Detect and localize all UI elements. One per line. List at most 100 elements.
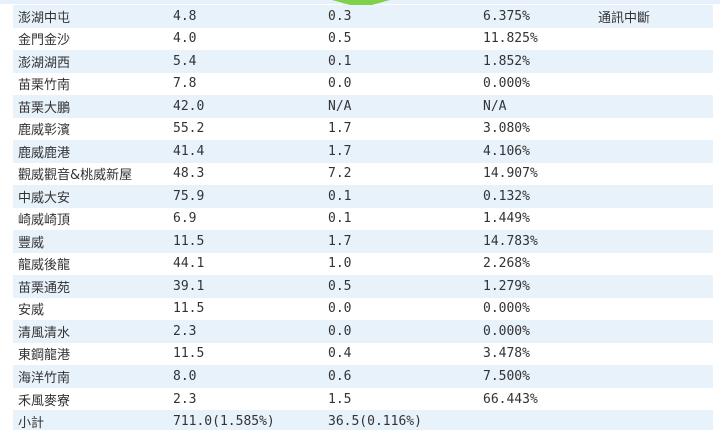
row-name-cell: 澎湖中屯 bbox=[13, 5, 168, 28]
row-name-cell: 安威 bbox=[13, 297, 168, 321]
row-note-cell bbox=[593, 230, 713, 253]
row-output-cell: 0.1 bbox=[323, 50, 478, 73]
row-percent-cell: 3.478% bbox=[478, 342, 593, 366]
row-name-cell: 清風清水 bbox=[13, 320, 168, 343]
row-output-cell: 0.1 bbox=[323, 207, 478, 231]
row-output-cell: 0.6 bbox=[323, 365, 478, 388]
table-row: 鹿威鹿港 41.4 1.7 4.106% bbox=[13, 140, 713, 163]
row-note-cell bbox=[593, 27, 713, 51]
row-capacity-cell: 7.8 bbox=[168, 72, 323, 96]
power-data-table: 澎湖中屯 4.8 0.3 6.375% 通訊中斷 金門金沙 4.0 0.5 11.825% 澎湖湖… bbox=[13, 5, 713, 430]
row-note-cell bbox=[593, 95, 713, 118]
row-capacity-cell: 48.3 bbox=[168, 162, 323, 186]
row-capacity-cell: 8.0 bbox=[168, 365, 323, 388]
row-note-cell bbox=[593, 185, 713, 208]
table-row: 小計 711.0(1.585%) 36.5(0.116%) bbox=[13, 410, 713, 430]
row-note-cell bbox=[593, 162, 713, 186]
row-output-cell: 0.0 bbox=[323, 297, 478, 321]
row-capacity-cell: 44.1 bbox=[168, 252, 323, 276]
table-row: 苗栗大鵬 42.0 N/A N/A bbox=[13, 95, 713, 118]
row-output-cell: 0.1 bbox=[323, 185, 478, 208]
row-capacity-cell: 75.9 bbox=[168, 185, 323, 208]
row-name-cell: 鹿威鹿港 bbox=[13, 140, 168, 163]
row-name-cell: 苗栗通苑 bbox=[13, 275, 168, 298]
table-row: 安威 11.5 0.0 0.000% bbox=[13, 297, 713, 321]
row-percent-cell: 14.907% bbox=[478, 162, 593, 186]
row-output-cell: 1.5 bbox=[323, 387, 478, 411]
row-percent-cell: 7.500% bbox=[478, 365, 593, 388]
row-percent-cell: 0.000% bbox=[478, 320, 593, 343]
row-note-cell bbox=[593, 207, 713, 231]
table-row: 觀威觀音&桃威新屋 48.3 7.2 14.907% bbox=[13, 162, 713, 186]
triangle-down-icon[interactable] bbox=[332, 0, 390, 8]
row-name-cell: 海洋竹南 bbox=[13, 365, 168, 388]
row-percent-cell: 66.443% bbox=[478, 387, 593, 411]
table-row: 苗栗竹南 7.8 0.0 0.000% bbox=[13, 72, 713, 96]
row-name-cell: 龍威後龍 bbox=[13, 252, 168, 276]
table-row: 東鋼龍港 11.5 0.4 3.478% bbox=[13, 342, 713, 366]
row-capacity-cell: 42.0 bbox=[168, 95, 323, 118]
row-percent-cell: 0.000% bbox=[478, 297, 593, 321]
row-output-cell: 0.5 bbox=[323, 275, 478, 298]
row-percent-cell: 11.825% bbox=[478, 27, 593, 51]
row-note-cell bbox=[593, 297, 713, 321]
row-note-cell bbox=[593, 140, 713, 163]
row-percent-cell: 0.000% bbox=[478, 72, 593, 96]
row-note-cell bbox=[593, 72, 713, 96]
table-row: 豐威 11.5 1.7 14.783% bbox=[13, 230, 713, 253]
row-capacity-cell: 41.4 bbox=[168, 140, 323, 163]
row-capacity-cell: 711.0(1.585%) bbox=[168, 410, 323, 430]
row-name-cell: 禾風麥寮 bbox=[13, 387, 168, 411]
row-name-cell: 崎威崎頂 bbox=[13, 207, 168, 231]
row-note-cell bbox=[593, 410, 713, 430]
row-capacity-cell: 2.3 bbox=[168, 387, 323, 411]
row-output-cell: 0.5 bbox=[323, 27, 478, 51]
row-name-cell: 中威大安 bbox=[13, 185, 168, 208]
row-capacity-cell: 11.5 bbox=[168, 297, 323, 321]
row-note-cell bbox=[593, 275, 713, 298]
row-output-cell: 1.7 bbox=[323, 117, 478, 141]
row-name-cell: 澎湖湖西 bbox=[13, 50, 168, 73]
row-note-cell bbox=[593, 320, 713, 343]
row-name-cell: 鹿威彰濱 bbox=[13, 117, 168, 141]
row-output-cell: N/A bbox=[323, 95, 478, 118]
row-capacity-cell: 11.5 bbox=[168, 230, 323, 253]
table-row: 崎威崎頂 6.9 0.1 1.449% bbox=[13, 207, 713, 231]
row-percent-cell: 0.132% bbox=[478, 185, 593, 208]
row-output-cell: 7.2 bbox=[323, 162, 478, 186]
row-note-cell bbox=[593, 117, 713, 141]
row-name-cell: 豐威 bbox=[13, 230, 168, 253]
row-percent-cell: 1.449% bbox=[478, 207, 593, 231]
row-percent-cell: 1.279% bbox=[478, 275, 593, 298]
row-percent-cell: 2.268% bbox=[478, 252, 593, 276]
row-output-cell: 1.7 bbox=[323, 230, 478, 253]
row-name-cell: 東鋼龍港 bbox=[13, 342, 168, 366]
table-row: 中威大安 75.9 0.1 0.132% bbox=[13, 185, 713, 208]
row-output-cell: 0.0 bbox=[323, 72, 478, 96]
row-capacity-cell: 4.0 bbox=[168, 27, 323, 51]
row-percent-cell: 6.375% bbox=[478, 5, 593, 28]
row-percent-cell: 1.852% bbox=[478, 50, 593, 73]
row-output-cell: 1.0 bbox=[323, 252, 478, 276]
row-name-cell: 苗栗大鵬 bbox=[13, 95, 168, 118]
row-output-cell: 1.7 bbox=[323, 140, 478, 163]
table-row: 清風清水 2.3 0.0 0.000% bbox=[13, 320, 713, 343]
row-note-cell bbox=[593, 387, 713, 411]
row-capacity-cell: 4.8 bbox=[168, 5, 323, 28]
table-row: 龍威後龍 44.1 1.0 2.268% bbox=[13, 252, 713, 276]
row-output-cell: 36.5(0.116%) bbox=[323, 410, 478, 430]
row-percent-cell: 3.080% bbox=[478, 117, 593, 141]
table-row: 澎湖湖西 5.4 0.1 1.852% bbox=[13, 50, 713, 73]
row-capacity-cell: 55.2 bbox=[168, 117, 323, 141]
table-row: 苗栗通苑 39.1 0.5 1.279% bbox=[13, 275, 713, 298]
row-percent-cell bbox=[478, 410, 593, 430]
table-row: 澎湖中屯 4.8 0.3 6.375% 通訊中斷 bbox=[13, 5, 713, 28]
row-note-cell bbox=[593, 252, 713, 276]
row-percent-cell: 4.106% bbox=[478, 140, 593, 163]
row-capacity-cell: 11.5 bbox=[168, 342, 323, 366]
table-row: 鹿威彰濱 55.2 1.7 3.080% bbox=[13, 117, 713, 141]
table-row: 海洋竹南 8.0 0.6 7.500% bbox=[13, 365, 713, 388]
row-note-cell: 通訊中斷 bbox=[593, 5, 713, 28]
row-capacity-cell: 2.3 bbox=[168, 320, 323, 343]
